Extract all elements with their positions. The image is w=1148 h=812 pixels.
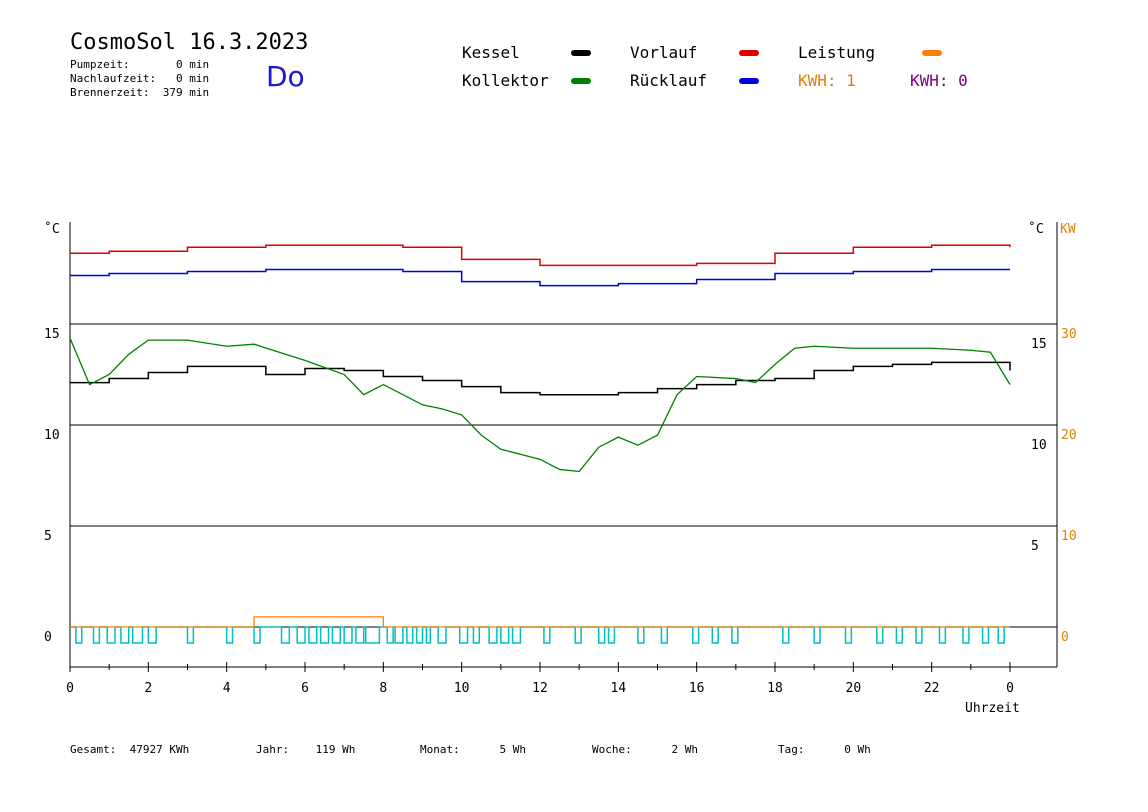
series-leistung: [70, 616, 1010, 628]
chart-title: CosmoSol 16.3.2023: [70, 30, 309, 55]
legend-vorlauf-label: Vorlauf: [630, 43, 698, 62]
legend-kwh-solar: KWH: 1: [798, 71, 856, 90]
x-tick-label: 4: [223, 681, 231, 696]
y-left-tick-label: 5: [44, 529, 52, 544]
x-tick-label: 0: [1006, 681, 1014, 696]
legend-kessel-label: Kessel: [462, 43, 520, 62]
y-left-tick-label: 15: [44, 327, 60, 342]
y-left-tick-label: 10: [44, 428, 60, 443]
y-right-tick-label: 10: [1031, 438, 1047, 453]
y-right-kw-tick-label: 20: [1061, 428, 1077, 443]
footer-tag: Tag: 0 Wh: [778, 743, 871, 756]
series-ruecklauf: [70, 268, 1010, 287]
legend-leistung-label: Leistung: [798, 43, 876, 62]
x-tick-label: 18: [767, 681, 783, 696]
pumpzeit-stat: Pumpzeit: 0 min: [70, 58, 210, 71]
nachlaufzeit-stat: Nachlaufzeit: 0 min: [70, 72, 210, 85]
legend-ruecklauf-label: Rücklauf: [630, 71, 708, 90]
brennerzeit-stat: Brennerzeit: 379 min: [70, 86, 210, 99]
y-right-tick-label: 15: [1031, 337, 1047, 352]
footer-jahr: Jahr: 119 Wh: [256, 743, 356, 756]
x-tick-label: 2: [144, 681, 152, 696]
legend-kollektor-label: Kollektor: [462, 71, 549, 90]
footer-monat: Monat: 5 Wh: [420, 743, 526, 756]
x-tick-label: 10: [454, 681, 470, 696]
y-left-tick-label: 0: [44, 630, 52, 645]
series-kessel: [70, 361, 1011, 396]
right-axis-unit: ˚C: [1028, 222, 1044, 237]
x-axis-label: Uhrzeit: [965, 701, 1020, 716]
right-axis-unit-kw: KW: [1060, 222, 1076, 237]
series-vorlauf: [70, 244, 1011, 267]
left-axis-unit: ˚C: [44, 222, 60, 237]
x-tick-label: 14: [611, 681, 627, 696]
y-right-kw-tick-label: 10: [1061, 529, 1077, 544]
footer-gesamt: Gesamt: 47927 KWh: [70, 743, 190, 756]
x-tick-label: 20: [846, 681, 862, 696]
x-tick-label: 12: [532, 681, 548, 696]
y-right-tick-label: 5: [1031, 539, 1039, 554]
x-tick-label: 6: [301, 681, 309, 696]
x-tick-label: 16: [689, 681, 705, 696]
x-tick-label: 0: [66, 681, 74, 696]
weekday-label: Do: [266, 60, 305, 93]
pump-runs: [70, 626, 1010, 644]
y-right-kw-tick-label: 0: [1061, 630, 1069, 645]
series-kollektor: [69, 337, 1011, 473]
x-tick-label: 8: [379, 681, 387, 696]
y-right-kw-tick-label: 30: [1061, 327, 1077, 342]
x-tick-label: 22: [924, 681, 940, 696]
footer-woche: Woche: 2 Wh: [592, 743, 698, 756]
legend-kwh-other: KWH: 0: [910, 71, 968, 90]
